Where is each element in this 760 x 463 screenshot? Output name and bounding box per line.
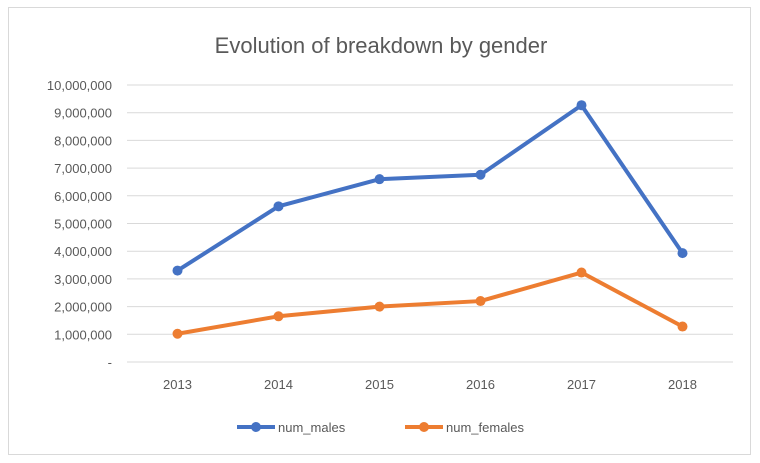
x-tick-label: 2018 <box>668 377 697 392</box>
legend-label-num-males: num_males <box>278 420 346 435</box>
y-axis-ticks: - 1,000,000 2,000,000 3,000,000 4,000,000 5,0… <box>47 78 112 370</box>
data-point-num-males <box>374 174 385 185</box>
y-tick-label: 4,000,000 <box>54 244 112 259</box>
data-point-num-males <box>475 169 486 180</box>
x-tick-label: 2014 <box>264 377 293 392</box>
x-axis-ticks: 2013 2014 2015 2016 2017 2018 <box>163 377 697 392</box>
chart-title: Evolution of breakdown by gender <box>215 33 548 58</box>
x-tick-label: 2013 <box>163 377 192 392</box>
y-tick-label: 5,000,000 <box>54 217 112 232</box>
data-point-num-females <box>677 321 688 332</box>
y-tick-label: 9,000,000 <box>54 106 112 121</box>
series-group <box>172 100 688 339</box>
y-tick-label: 1,000,000 <box>54 327 112 342</box>
legend-marker-num-males <box>251 422 261 432</box>
y-tick-label: 10,000,000 <box>47 78 112 93</box>
data-point-num-females <box>576 267 587 278</box>
data-point-num-females <box>374 301 385 312</box>
y-tick-label: 3,000,000 <box>54 272 112 287</box>
y-tick-label: 6,000,000 <box>54 189 112 204</box>
y-tick-label: 8,000,000 <box>54 133 112 148</box>
data-point-num-males <box>677 248 688 259</box>
series-line-num-males <box>175 103 685 273</box>
legend-label-num-females: num_females <box>446 420 525 435</box>
x-tick-label: 2015 <box>365 377 394 392</box>
data-point-num-males <box>172 265 183 276</box>
data-point-num-males <box>273 201 284 212</box>
data-point-num-females <box>273 311 284 322</box>
y-tick-label: - <box>108 355 112 370</box>
data-point-num-males <box>576 100 587 111</box>
legend: num_males num_females <box>237 420 525 435</box>
x-tick-label: 2017 <box>567 377 596 392</box>
y-tick-label: 2,000,000 <box>54 300 112 315</box>
x-tick-label: 2016 <box>466 377 495 392</box>
data-point-num-females <box>475 296 486 307</box>
data-point-num-females <box>172 328 183 339</box>
series-line-num-females <box>175 270 685 336</box>
legend-marker-num-females <box>419 422 429 432</box>
chart-frame <box>8 7 751 455</box>
y-tick-label: 7,000,000 <box>54 161 112 176</box>
gridlines <box>127 84 733 363</box>
